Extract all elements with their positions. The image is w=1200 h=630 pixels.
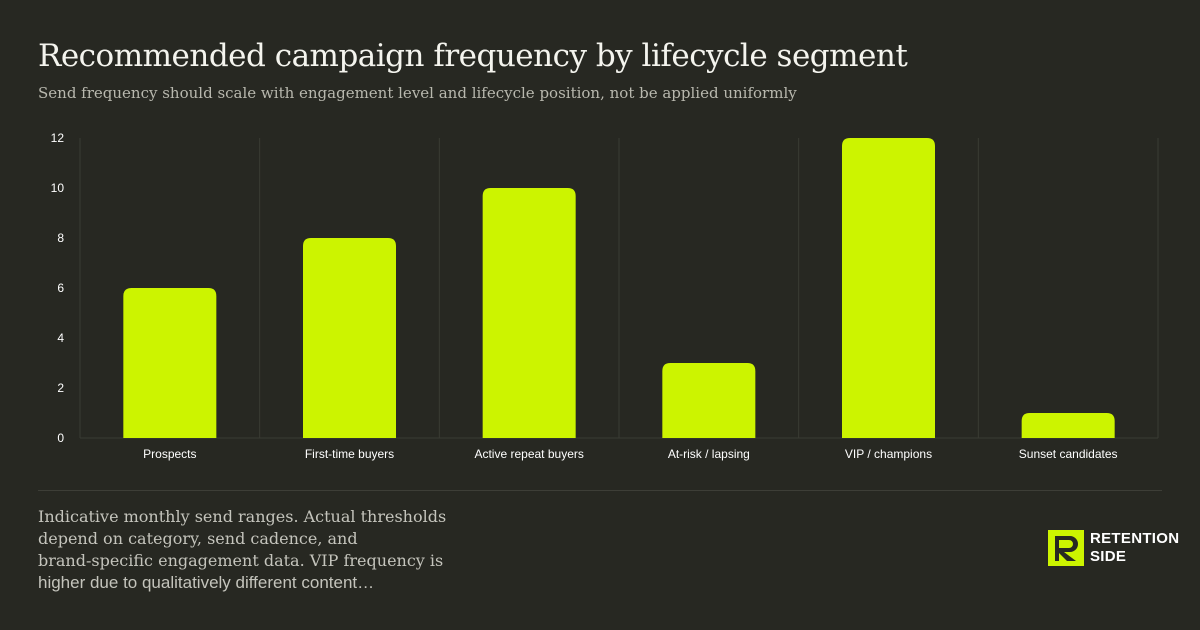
y-tick-label: 2 bbox=[57, 381, 64, 395]
chart-title: Recommended campaign frequency by lifecy… bbox=[38, 38, 908, 74]
bar bbox=[1021, 413, 1115, 438]
brand-name-line1: RETENTION bbox=[1090, 530, 1180, 547]
y-tick-label: 4 bbox=[57, 331, 64, 345]
y-tick-label: 8 bbox=[57, 231, 64, 245]
footnote-line: higher due to qualitatively different co… bbox=[38, 573, 375, 592]
x-tick-label: First-time buyers bbox=[305, 447, 394, 461]
footer-divider bbox=[38, 490, 1162, 491]
bar-chart: 0 2 4 6 8 10 12 Prospects First-time buyers Activ… bbox=[51, 131, 1159, 461]
y-tick-label: 10 bbox=[51, 181, 65, 195]
retention-side-logo-icon bbox=[1048, 530, 1084, 566]
x-tick-label: Prospects bbox=[143, 447, 196, 461]
y-tick-label: 12 bbox=[51, 131, 65, 145]
brand-name-line2: SIDE bbox=[1090, 548, 1127, 565]
chart-subtitle: Send frequency should scale with engagem… bbox=[38, 84, 797, 102]
footnote-line: brand-specific engagement data. VIP freq… bbox=[38, 551, 444, 570]
x-tick-label: At-risk / lapsing bbox=[668, 447, 750, 461]
y-tick-label: 0 bbox=[57, 431, 64, 445]
x-tick-label: Active repeat buyers bbox=[474, 447, 583, 461]
y-tick-label: 6 bbox=[57, 281, 64, 295]
bar bbox=[123, 288, 217, 438]
footnote-line: depend on category, send cadence, and bbox=[38, 529, 358, 548]
bar bbox=[662, 363, 756, 438]
bar bbox=[842, 138, 935, 438]
x-tick-label: Sunset candidates bbox=[1019, 447, 1118, 461]
bar bbox=[482, 188, 576, 438]
brand-name: RETENTION SIDE bbox=[1090, 530, 1179, 566]
bar bbox=[303, 238, 396, 438]
brand-logo: RETENTION SIDE bbox=[1048, 530, 1179, 566]
footnote: Indicative monthly send ranges. Actual t… bbox=[38, 506, 458, 594]
x-tick-label: VIP / champions bbox=[845, 447, 932, 461]
footnote-line: Indicative monthly send ranges. Actual t… bbox=[38, 507, 447, 526]
